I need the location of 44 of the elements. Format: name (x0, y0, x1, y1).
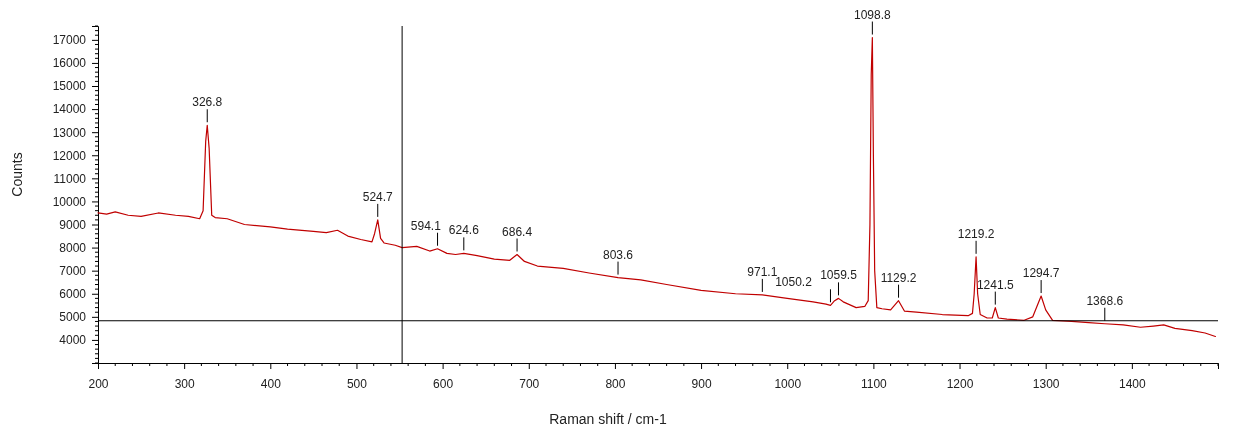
annotation: 624.6 (448, 223, 480, 238)
x-tick-label: 300 (174, 376, 195, 391)
annotation: 326.8 (192, 95, 223, 110)
y-tick-label: 7000 (59, 264, 87, 279)
annotation: 594.1 (410, 218, 442, 233)
x-tick-label: 1000 (774, 376, 802, 391)
y-tick-label: 13000 (52, 125, 87, 140)
x-tick-label: 600 (433, 376, 454, 391)
x-tick-label: 900 (691, 376, 712, 391)
x-tick-label: 800 (605, 376, 626, 391)
x-tick-label: 1400 (1118, 376, 1147, 391)
y-tick-label: 15000 (52, 79, 87, 94)
annotation: 971.1 (747, 264, 778, 279)
x-tick-label: 1200 (946, 376, 974, 391)
annotation: 1294.7 (1022, 266, 1060, 281)
y-tick-label: 5000 (59, 310, 87, 325)
y-tick-label: 8000 (59, 240, 87, 255)
y-tick-label: 12000 (52, 148, 87, 163)
annotation: 1219.2 (957, 226, 995, 241)
y-tick-label: 14000 (52, 102, 87, 117)
y-tick-label: 4000 (59, 333, 87, 348)
x-axis-title: Raman shift / cm-1 (549, 411, 667, 427)
y-tick-label: 16000 (52, 56, 87, 71)
annotation: 803.6 (603, 247, 634, 262)
annotation: 1059.5 (820, 268, 858, 283)
annotation: 686.4 (502, 224, 533, 239)
x-tick-label: 200 (88, 376, 109, 391)
x-tick-label: 500 (346, 376, 368, 391)
x-tick-label: 1300 (1032, 376, 1060, 391)
y-tick-label: 17000 (52, 33, 87, 48)
x-tick-label: 1100 (860, 376, 888, 391)
y-tick-label: 10000 (52, 194, 87, 209)
annotation: 1368.6 (1086, 293, 1124, 308)
annotation: 524.7 (362, 189, 394, 204)
annotation: 1098.8 (854, 7, 892, 22)
annotation: 1241.5 (976, 277, 1014, 292)
annotation: 1129.2 (880, 270, 917, 285)
x-tick-label: 700 (519, 376, 540, 391)
y-tick-label: 6000 (59, 287, 87, 302)
y-tick-label: 11000 (53, 171, 87, 186)
y-axis-title: Counts (9, 152, 25, 197)
y-tick-label: 9000 (59, 217, 87, 232)
annotation: 1050.2 (775, 275, 813, 290)
x-tick-label: 400 (260, 376, 282, 391)
